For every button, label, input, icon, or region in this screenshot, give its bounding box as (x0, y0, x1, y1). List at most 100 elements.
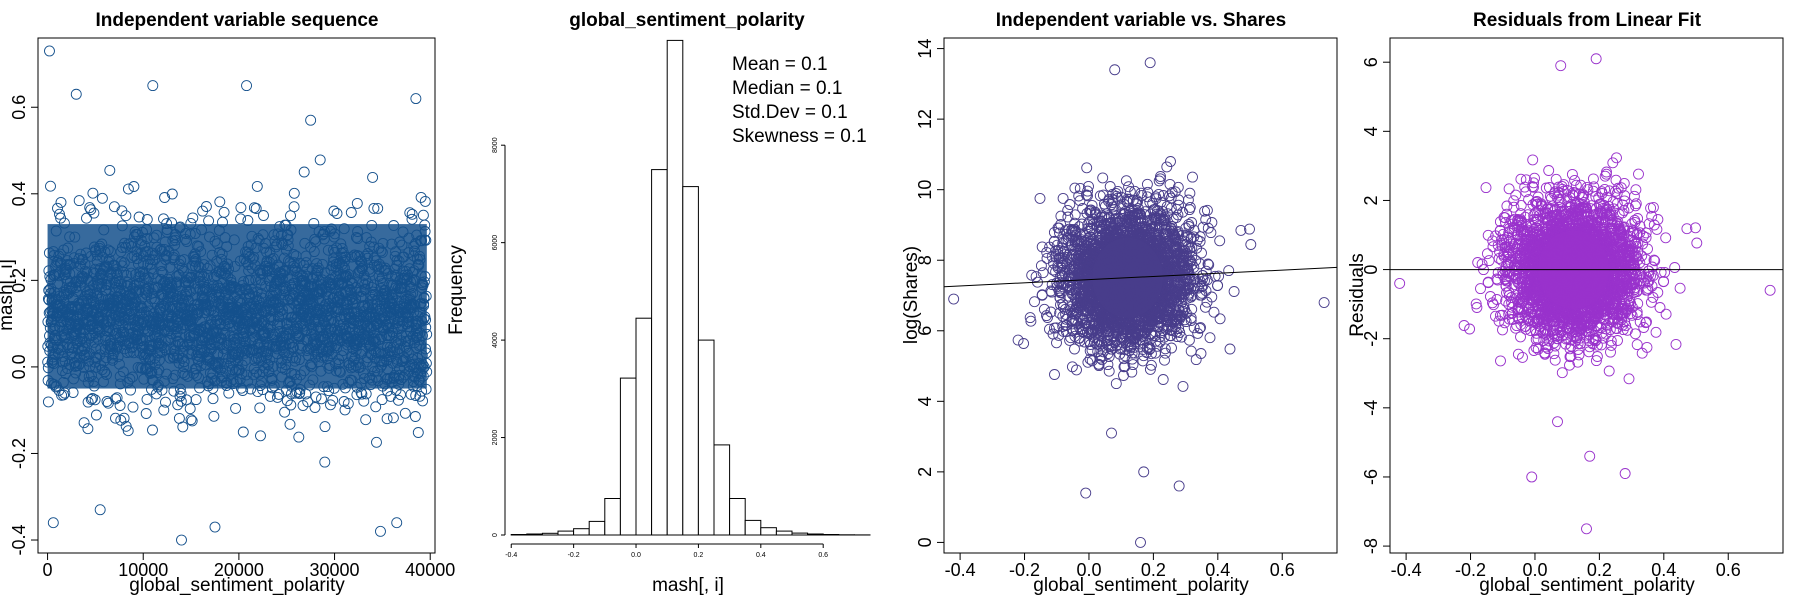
histogram-bar (573, 528, 590, 536)
data-point (200, 201, 212, 212)
data-point (309, 402, 321, 413)
data-point (85, 393, 97, 405)
data-point (104, 164, 116, 176)
outlier-point (209, 521, 221, 533)
data-point (235, 213, 247, 225)
data-point (1044, 241, 1056, 253)
histogram-bar (822, 534, 840, 536)
data-point (288, 187, 300, 199)
x-tick-label: 40000 (405, 560, 455, 580)
histogram-bar (604, 498, 621, 536)
data-point (1018, 338, 1030, 349)
data-point (419, 195, 431, 207)
data-point (108, 201, 120, 213)
data-point (1204, 332, 1216, 344)
data-point (172, 399, 184, 411)
data-point (1177, 380, 1189, 392)
panel-vs-shares: Independent variable vs. Shares -0.4 -0.2… (901, 10, 1338, 596)
outlier-point (44, 45, 55, 57)
data-point (293, 431, 305, 443)
data-point (1188, 231, 1200, 243)
data-point (288, 201, 300, 213)
data-point (1050, 322, 1062, 334)
outlier-point (410, 93, 422, 105)
x-tick-label: -0.2 (568, 552, 580, 559)
data-point (1029, 296, 1040, 308)
data-point (214, 196, 226, 208)
data-point (358, 395, 370, 407)
data-point (1141, 191, 1153, 203)
data-point (360, 388, 372, 400)
data-point (1171, 326, 1182, 338)
data-point (1161, 161, 1173, 173)
data-point (55, 196, 67, 208)
x-tick-label: 20000 (214, 560, 264, 580)
data-point (1069, 343, 1080, 355)
data-point (87, 392, 98, 404)
data-point (1197, 221, 1209, 233)
histogram-bar (729, 498, 746, 536)
histogram-bar (807, 533, 824, 536)
histogram-bar (651, 169, 668, 536)
data-point (1123, 193, 1135, 205)
data-point (250, 203, 262, 214)
data-point (1192, 327, 1204, 339)
data-point (1074, 195, 1086, 207)
outlier-point (147, 80, 159, 92)
outlier-point (94, 504, 106, 516)
y-axis: -0.4-0.20.00.20.40.6 (9, 95, 39, 556)
data-point (88, 207, 100, 219)
data-point (87, 187, 99, 199)
histogram-bar (713, 444, 731, 536)
data-point (1118, 361, 1130, 373)
data-point (298, 166, 310, 178)
data-point (118, 412, 130, 424)
data-point (1104, 181, 1116, 192)
data-point (208, 410, 220, 422)
data-point (1103, 365, 1115, 377)
data-point (399, 407, 411, 419)
data-point (82, 396, 94, 408)
data-point (177, 421, 189, 433)
data-point (187, 212, 199, 224)
data-point (242, 215, 254, 226)
data-point (314, 154, 326, 166)
chart-title: global_sentiment_polarity (569, 10, 805, 31)
data-point (417, 209, 429, 221)
data-point (281, 395, 293, 407)
data-point (395, 389, 406, 401)
data-point (1042, 312, 1053, 323)
data-point (1164, 190, 1175, 202)
data-point (110, 412, 121, 424)
data-point (385, 390, 397, 402)
data-point (1214, 235, 1226, 247)
x-tick-label: 0.2 (694, 552, 704, 559)
data-point (1012, 334, 1024, 346)
histogram-bar (666, 39, 684, 536)
data-point (1074, 182, 1086, 194)
data-point (147, 424, 158, 436)
data-point (285, 399, 297, 411)
data-point (370, 401, 382, 413)
x-tick-label: 0.6 (818, 552, 828, 559)
data-point (284, 418, 296, 430)
data-point (302, 396, 314, 408)
data-point (1143, 344, 1155, 355)
data-point (319, 421, 331, 433)
data-point (1235, 224, 1247, 236)
data-point (368, 202, 380, 214)
data-point (1054, 307, 1066, 319)
data-point (1035, 260, 1047, 272)
data-point (1071, 364, 1082, 376)
data-point (1165, 156, 1176, 167)
data-point (114, 400, 126, 411)
data-point (1057, 192, 1069, 204)
data-point (342, 398, 354, 410)
data-point (412, 427, 424, 438)
data-point (1223, 265, 1235, 277)
data-point (175, 395, 187, 407)
data-point (160, 396, 171, 408)
data-point (101, 396, 113, 407)
y-tick-label: 0 (492, 533, 499, 537)
data-point (186, 415, 198, 427)
